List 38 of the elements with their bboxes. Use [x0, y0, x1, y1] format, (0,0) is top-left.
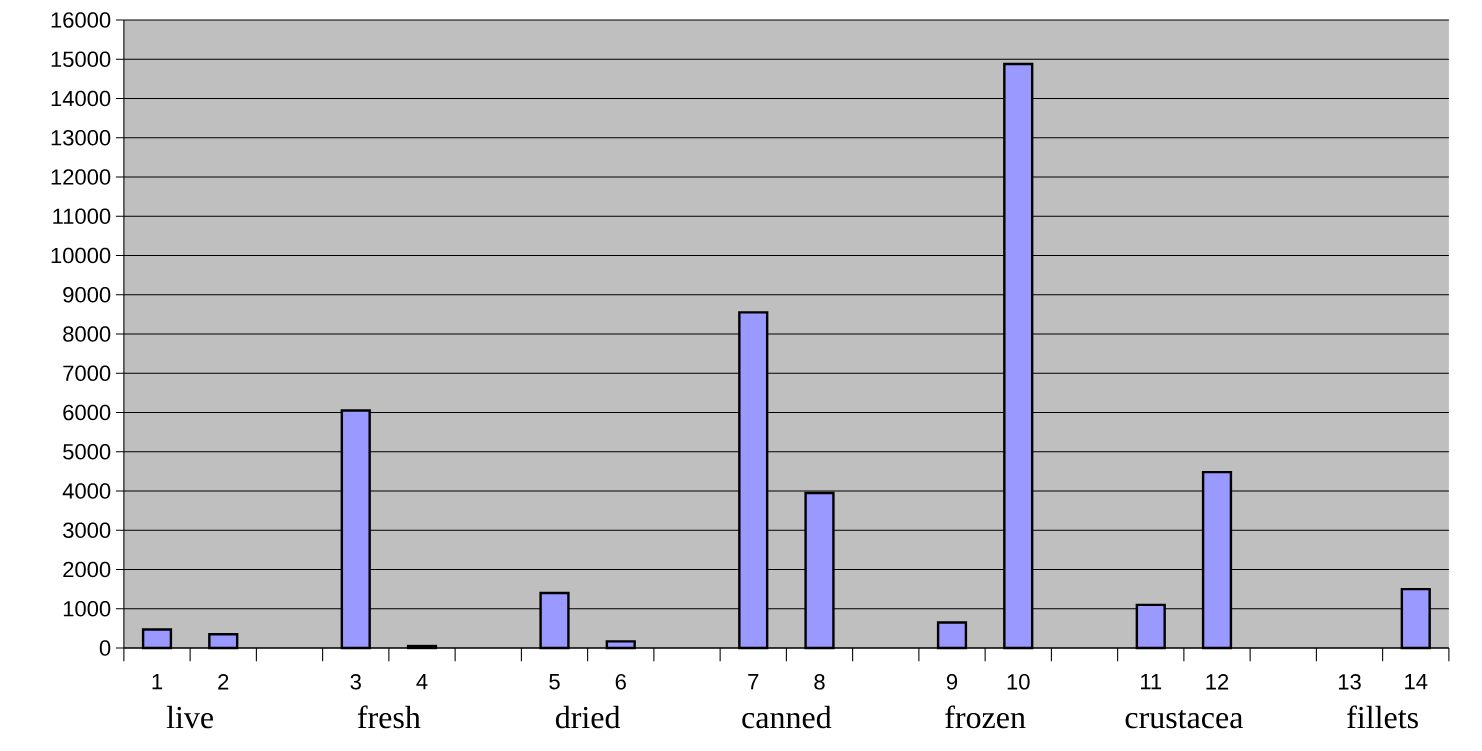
y-tick-label: 1000 — [63, 600, 111, 617]
x-tick-label: 11 — [1141, 674, 1162, 690]
x-tick-label: 3 — [350, 674, 361, 690]
y-tick-label: 12000 — [51, 169, 111, 185]
text: crustacea — [1125, 710, 1243, 729]
text: fillets — [1347, 705, 1418, 729]
x-tick-label: 14 — [1405, 674, 1428, 690]
x-tick-label: 5 — [549, 674, 560, 690]
y-tick-label: 0 — [99, 640, 111, 656]
text: dried — [555, 705, 621, 729]
y-tick-label: 2000 — [63, 561, 111, 578]
x-tick-label: 7 — [748, 674, 759, 690]
y-tick-label: 6000 — [63, 404, 111, 421]
y-tick-label: 4000 — [62, 483, 111, 499]
y-tick-label: 13000 — [51, 129, 111, 146]
x-tick-label: 8 — [814, 674, 825, 690]
y-tick-label: 9000 — [63, 286, 111, 303]
x-tick-label: 10 — [1007, 674, 1030, 690]
y-tick-label: 15000 — [51, 51, 111, 68]
y-tick-label: 7000 — [63, 365, 111, 382]
x-tick-label: 1 — [152, 674, 163, 690]
text: fresh — [357, 705, 421, 729]
y-tick-label: 10000 — [51, 247, 111, 264]
text: frozen — [945, 705, 1026, 729]
x-tick-label: 13 — [1338, 674, 1361, 690]
text: canned — [742, 705, 832, 729]
text: live — [166, 705, 214, 729]
y-tick-label: 16000 — [51, 12, 111, 28]
y-tick-label: 3000 — [63, 522, 111, 539]
y-tick-label: 14000 — [51, 90, 111, 107]
y-tick-label: 5000 — [63, 443, 111, 460]
x-tick-label: 2 — [218, 674, 229, 690]
y-tick-label: 8000 — [63, 326, 111, 342]
x-tick-label: 6 — [615, 674, 626, 690]
x-tick-label: 4 — [416, 674, 428, 690]
y-tick-label: 11000 — [53, 208, 111, 225]
x-tick-label: 12 — [1206, 674, 1229, 690]
x-tick-label: 9 — [946, 674, 958, 690]
